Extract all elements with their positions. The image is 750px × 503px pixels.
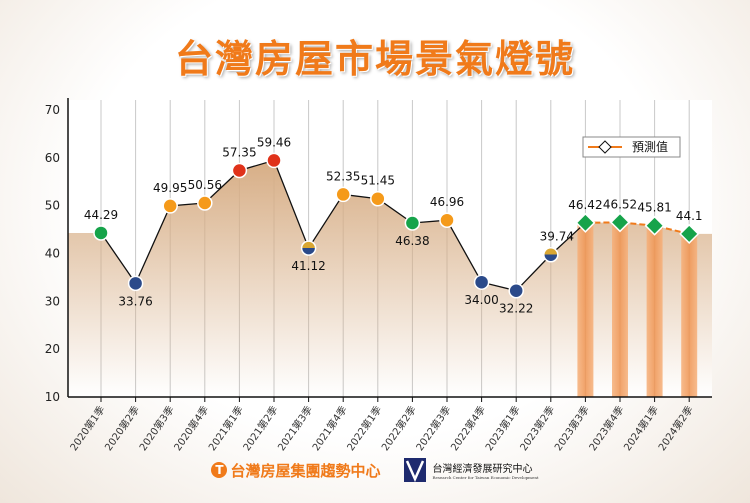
y-tick-label: 10	[45, 390, 60, 404]
x-tick-label: 2022第3季	[413, 403, 453, 453]
data-label: 44.1	[676, 209, 703, 223]
data-label: 50.56	[188, 178, 222, 192]
x-tick-label: 2022第2季	[378, 403, 418, 453]
data-label: 39.74	[540, 230, 574, 244]
data-label: 44.29	[84, 208, 118, 222]
x-tick-label: 2021第1季	[205, 403, 245, 453]
data-marker	[197, 195, 213, 211]
data-label: 57.35	[222, 146, 256, 160]
legend-box	[582, 136, 681, 158]
x-tick-label: 2023第4季	[586, 403, 626, 453]
brand-research-center: 台灣經濟發展研究中心 Research Center for Taiwan Ec…	[404, 458, 539, 482]
data-label: 45.81	[637, 201, 671, 215]
x-tick-label: 2020第2季	[102, 403, 142, 453]
y-tick-label: 50	[45, 199, 60, 213]
x-tick-label: 2020第4季	[171, 403, 211, 453]
y-tick-label: 30	[45, 294, 60, 308]
area-fill	[68, 160, 712, 397]
research-center-logo-icon	[404, 458, 427, 482]
data-marker	[370, 190, 386, 207]
data-marker	[162, 198, 178, 214]
chart-title: 台灣房屋市場景氣燈號	[174, 37, 575, 81]
data-label: 46.42	[568, 198, 602, 212]
data-marker	[473, 274, 490, 290]
brand-taiwan-realty: T 台灣房屋集團趨勢中心	[211, 460, 380, 481]
x-tick-label: 2021第4季	[309, 403, 349, 453]
data-label: 49.95	[153, 181, 187, 195]
x-tick-label: 2023第1季	[482, 403, 522, 453]
brand2-text: 台灣經濟發展研究中心	[432, 464, 533, 475]
x-tick-label: 2021第2季	[240, 403, 280, 453]
x-tick-label: 2024第2季	[655, 403, 695, 453]
y-tick-label: 60	[45, 151, 60, 165]
y-tick-label: 20	[45, 342, 60, 356]
x-tick-label: 2023第2季	[517, 403, 557, 453]
data-marker	[300, 240, 317, 256]
data-label: 33.76	[118, 294, 152, 308]
data-marker	[231, 162, 248, 179]
data-marker	[335, 186, 351, 203]
data-label: 41.12	[291, 259, 325, 273]
taiwan-realty-logo-icon: T	[211, 462, 228, 478]
y-tick-label: 70	[45, 103, 60, 117]
data-label: 32.22	[499, 302, 533, 316]
x-tick-label: 2021第3季	[275, 403, 315, 453]
forecast-bar	[577, 222, 594, 397]
data-marker	[404, 215, 421, 231]
data-marker	[439, 212, 455, 228]
x-tick-label: 2020第1季	[67, 403, 107, 453]
data-label: 51.45	[361, 174, 395, 188]
x-tick-label: 2022第4季	[448, 403, 488, 453]
data-marker	[127, 275, 144, 292]
legend-label: 預測值	[632, 139, 668, 154]
data-marker	[508, 282, 524, 299]
x-tick-label: 2020第3季	[136, 403, 176, 453]
footer: T 台灣房屋集團趨勢中心 台灣經濟發展研究中心 Research Center …	[0, 458, 750, 482]
brand2-subtext: Research Center for Taiwan Economic Deve…	[432, 475, 539, 480]
data-label: 34.00	[464, 293, 498, 307]
x-tick-label: 2024第1季	[621, 403, 661, 453]
forecast-marker	[644, 215, 665, 236]
data-marker	[93, 225, 109, 241]
data-label: 46.52	[603, 197, 637, 211]
forecast-bar	[612, 222, 628, 397]
y-tick-label: 40	[45, 247, 60, 261]
data-marker	[266, 152, 282, 169]
data-label: 46.38	[395, 234, 429, 248]
data-label: 46.96	[430, 195, 464, 209]
forecast-bar	[646, 225, 663, 397]
forecast-marker	[679, 223, 700, 244]
data-label: 52.35	[326, 169, 360, 183]
brand1-text: 台灣房屋集團趨勢中心	[230, 461, 381, 480]
forecast-marker	[609, 212, 631, 233]
legend-marker-icon	[598, 140, 612, 154]
x-tick-label: 2022第1季	[344, 403, 384, 453]
forecast-bar	[681, 233, 698, 397]
x-tick-label: 2023第3季	[551, 403, 591, 453]
data-label: 59.46	[257, 135, 291, 149]
forecast-marker	[575, 212, 596, 233]
data-marker	[543, 246, 559, 263]
